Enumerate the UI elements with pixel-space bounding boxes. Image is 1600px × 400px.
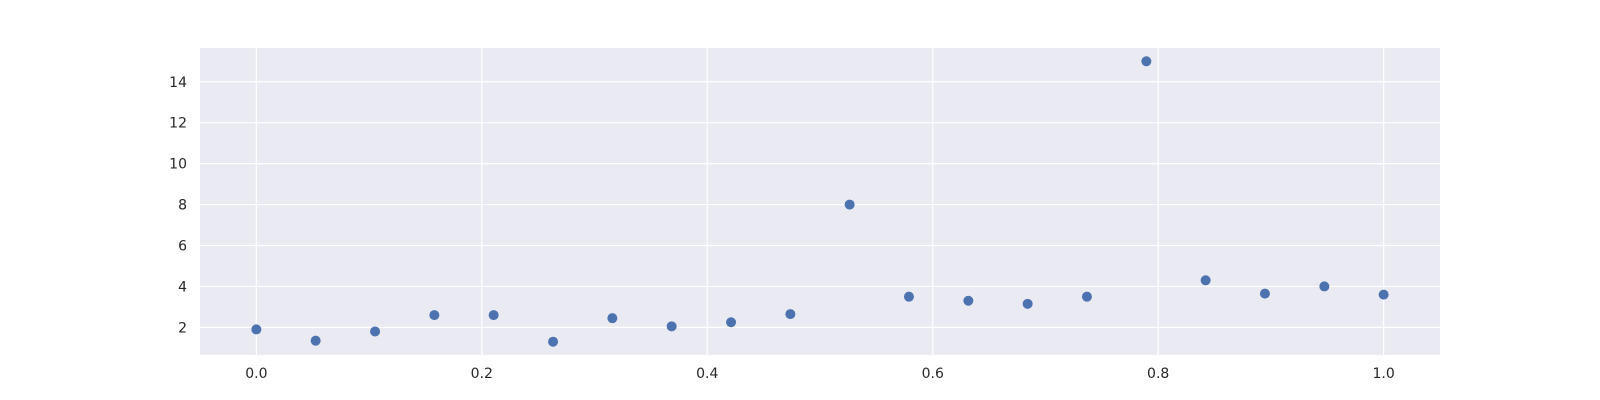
y-axis-tick-labels: 2 4 6 8 10 12 14 bbox=[169, 75, 187, 337]
data-point bbox=[370, 326, 381, 337]
x-tick-label: 0.4 bbox=[696, 366, 718, 382]
data-point bbox=[1259, 288, 1270, 299]
data-points bbox=[251, 56, 1389, 347]
y-tick-label: 2 bbox=[178, 320, 187, 336]
x-tick-label: 1.0 bbox=[1373, 366, 1395, 382]
data-point bbox=[666, 321, 677, 332]
x-tick-label: 0.2 bbox=[471, 366, 493, 382]
y-tick-label: 6 bbox=[178, 239, 187, 255]
data-point bbox=[1378, 289, 1389, 300]
y-tick-label: 12 bbox=[169, 116, 187, 132]
data-point bbox=[963, 295, 974, 306]
data-point bbox=[903, 291, 914, 302]
x-tick-label: 0.8 bbox=[1147, 366, 1169, 382]
data-point bbox=[726, 317, 737, 328]
y-tick-label: 14 bbox=[169, 75, 187, 91]
x-tick-label: 0.6 bbox=[922, 366, 944, 382]
y-tick-label: 8 bbox=[178, 198, 187, 214]
data-point bbox=[429, 310, 440, 321]
data-point bbox=[844, 199, 855, 210]
x-axis-tick-labels: 0.0 0.2 0.4 0.6 0.8 1.0 bbox=[245, 366, 1395, 382]
data-point bbox=[1141, 56, 1152, 67]
data-point bbox=[1081, 291, 1092, 302]
data-point bbox=[488, 310, 499, 321]
data-point bbox=[1200, 275, 1211, 286]
y-tick-label: 10 bbox=[169, 157, 187, 173]
grid-lines bbox=[200, 48, 1440, 355]
data-point bbox=[785, 309, 796, 320]
data-point bbox=[1319, 281, 1330, 292]
data-point bbox=[1022, 298, 1033, 309]
y-tick-label: 4 bbox=[178, 279, 187, 295]
data-point bbox=[607, 313, 618, 324]
data-point bbox=[310, 335, 321, 346]
data-point bbox=[251, 324, 262, 335]
plot-area-background bbox=[200, 48, 1440, 355]
data-point bbox=[548, 336, 559, 347]
x-tick-label: 0.0 bbox=[245, 366, 267, 382]
